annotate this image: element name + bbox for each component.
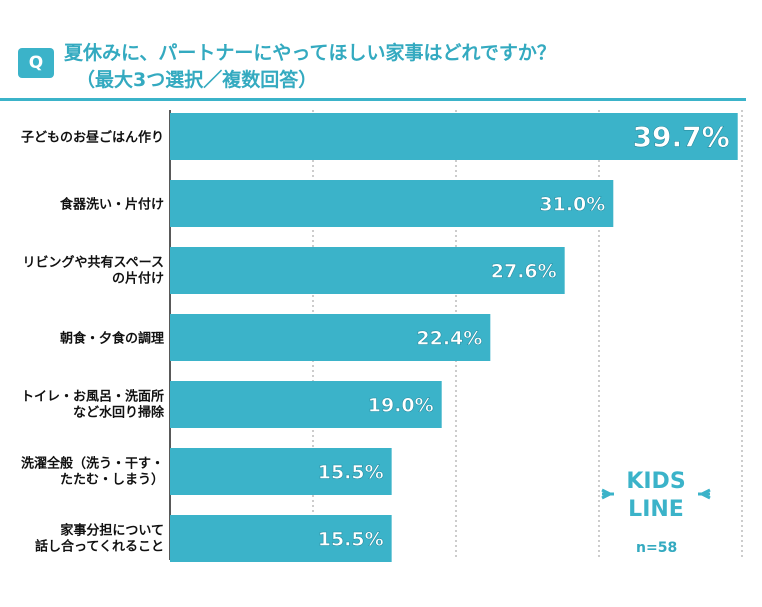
category-label-5-line-1: トイレ・お風呂・洗面所 bbox=[21, 389, 164, 405]
category-label-5-line-2: など水回り掃除 bbox=[73, 405, 165, 421]
chart-title: 夏休みに、パートナーにやってほしい家事はどれですか？ （最大3つ選択／複数回答） bbox=[64, 40, 556, 94]
kidsline-logo: KIDS LINE bbox=[601, 469, 711, 522]
bar-3 bbox=[170, 247, 565, 294]
bar-5 bbox=[170, 381, 442, 428]
category-label-6-line-1: 洗濯全般（洗う・干す・ bbox=[21, 456, 164, 472]
title-line-1: 夏休みに、パートナーにやってほしい家事はどれですか？ bbox=[64, 42, 556, 64]
data-label-3: 27.6% bbox=[491, 261, 557, 283]
logo-arms-icon bbox=[601, 488, 711, 500]
data-label-6: 15.5% bbox=[318, 462, 384, 484]
category-label-3-line-1: リビングや共有スペース bbox=[23, 255, 164, 271]
bar-1 bbox=[170, 113, 738, 160]
data-label-4: 22.4% bbox=[416, 328, 482, 350]
logo-text-top: KIDS bbox=[626, 469, 685, 494]
category-label-7-line-1: 家事分担について bbox=[60, 523, 164, 539]
question-badge: Q bbox=[18, 48, 54, 78]
category-label-2-line-1: 食器洗い・片付け bbox=[60, 197, 164, 213]
bar-chart: 39.7% 子どものお昼ごはん作り 31.0% 食器洗い・片付け 27.6% リビングや共… bbox=[21, 110, 743, 562]
data-label-1: 39.7% bbox=[633, 121, 730, 154]
category-label-1-line-1: 子どものお昼ごはん作り bbox=[21, 130, 164, 146]
data-label-5: 19.0% bbox=[368, 395, 434, 417]
logo-text-bottom: LINE bbox=[628, 497, 684, 522]
sample-size: n=58 bbox=[636, 540, 678, 556]
title-line-2: （最大3つ選択／複数回答） bbox=[76, 69, 318, 91]
category-label-6-line-2: たたむ・しまう） bbox=[60, 472, 164, 488]
bar-7 bbox=[170, 515, 392, 562]
category-label-7-line-2: 話し合ってくれること bbox=[35, 539, 164, 555]
bar-2 bbox=[170, 180, 614, 227]
title-divider bbox=[0, 98, 746, 101]
data-label-2: 31.0% bbox=[539, 194, 605, 216]
data-label-7: 15.5% bbox=[318, 529, 384, 551]
category-label-3-line-2: の片付け bbox=[112, 271, 164, 287]
bar-4 bbox=[170, 314, 491, 361]
bar-6 bbox=[170, 448, 392, 495]
category-label-4-line-1: 朝食・夕食の調理 bbox=[60, 331, 164, 347]
